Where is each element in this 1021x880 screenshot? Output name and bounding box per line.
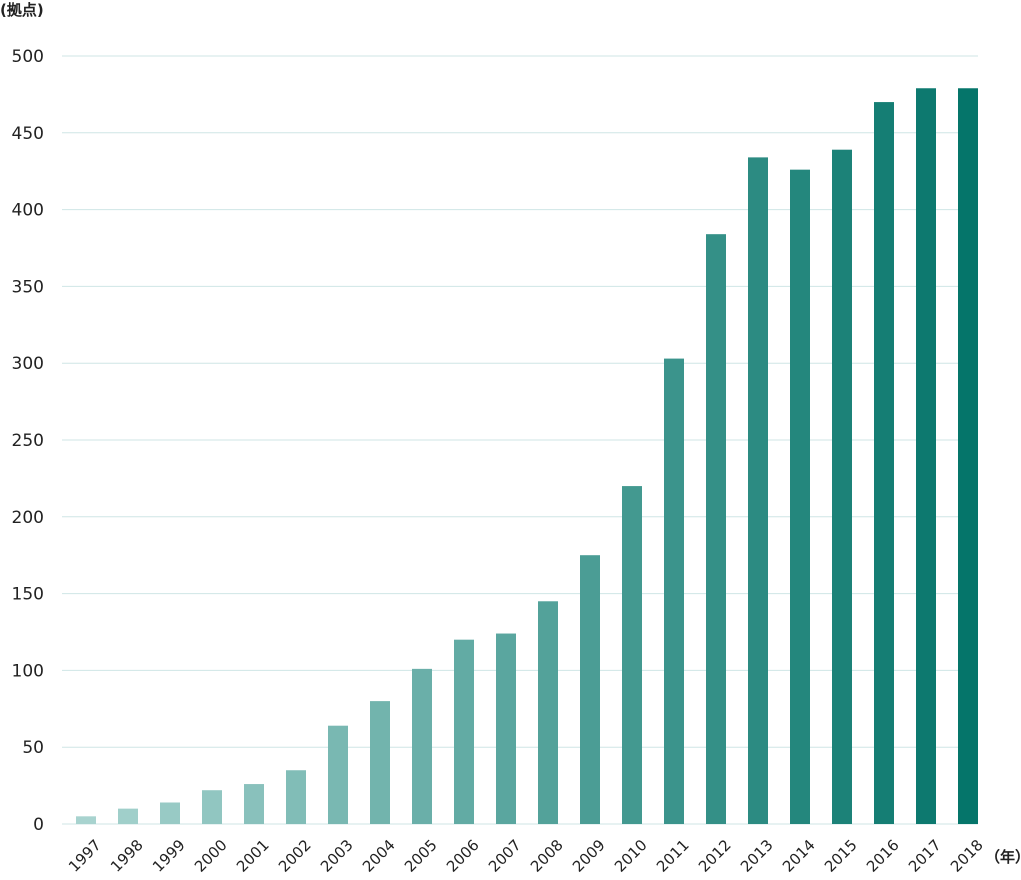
bar-2000 (202, 790, 222, 824)
bar-2018 (958, 88, 978, 825)
bar-2008 (538, 601, 558, 824)
y-tick-label: 50 (22, 738, 44, 758)
y-tick-label: 100 (12, 661, 44, 681)
x-tick-label: 2011 (653, 836, 693, 876)
x-tick-label: 2001 (233, 836, 273, 876)
x-tick-label: 2010 (611, 836, 651, 876)
y-tick-label: 500 (12, 47, 44, 67)
y-tick-label: 300 (12, 354, 44, 374)
bar-1998 (118, 808, 138, 824)
x-tick-label: 2000 (191, 836, 231, 876)
y-tick-label: 400 (12, 201, 44, 221)
x-tick-label: 2008 (527, 836, 567, 876)
y-tick-label: 0 (33, 815, 44, 835)
x-tick-label: 2016 (863, 836, 903, 876)
bar-2013 (748, 157, 768, 825)
x-axis-ticks: 1997 1998 1999 2000 2001 2002 2003 2004 2005 2006… (65, 836, 987, 876)
y-tick-label: 350 (12, 277, 44, 297)
x-tick-label: 2017 (905, 836, 945, 876)
x-tick-label: 2007 (485, 836, 525, 876)
y-tick-label: 250 (12, 431, 44, 451)
x-tick-label: 2013 (737, 836, 777, 876)
y-axis-unit-label: (拠点) (0, 1, 44, 19)
y-tick-label: 150 (12, 585, 44, 605)
bar-2014 (790, 169, 810, 824)
bar-1999 (160, 802, 180, 824)
bar-2016 (874, 102, 894, 824)
bar-2010 (622, 486, 642, 824)
x-tick-label: 2003 (317, 836, 357, 876)
bar-2004 (370, 701, 390, 824)
bar-2012 (706, 234, 726, 824)
y-tick-label: 200 (12, 508, 44, 528)
bar-2009 (580, 555, 600, 824)
x-tick-label: 2005 (401, 836, 441, 876)
bar-1997 (76, 816, 96, 824)
x-tick-label: 2018 (947, 836, 987, 876)
bar-2007 (496, 633, 516, 824)
bar-2006 (454, 639, 474, 824)
x-tick-label: 2004 (359, 836, 399, 876)
y-axis-ticks: 0 50 100 150 200 250 300 350 400 450 500 (12, 47, 44, 835)
x-axis-unit-label: （年） (985, 848, 1021, 866)
x-tick-label: 2015 (821, 836, 861, 876)
x-tick-label: 2012 (695, 836, 735, 876)
x-tick-label: 2002 (275, 836, 315, 876)
x-tick-label: 1997 (65, 836, 105, 876)
x-tick-label: 2006 (443, 836, 483, 876)
bar-2001 (244, 784, 264, 824)
bar-2005 (412, 668, 432, 824)
x-tick-label: 2014 (779, 836, 819, 876)
bar-2002 (286, 770, 306, 824)
bar-2017 (916, 88, 936, 825)
bar-2011 (664, 358, 684, 824)
x-tick-label: 2009 (569, 836, 609, 876)
bars (76, 88, 978, 825)
bar-2003 (328, 725, 348, 824)
x-tick-label: 1998 (107, 836, 147, 876)
y-tick-label: 450 (12, 124, 44, 144)
gridlines (62, 55, 978, 825)
bar-2015 (832, 149, 852, 825)
x-tick-label: 1999 (149, 836, 189, 876)
